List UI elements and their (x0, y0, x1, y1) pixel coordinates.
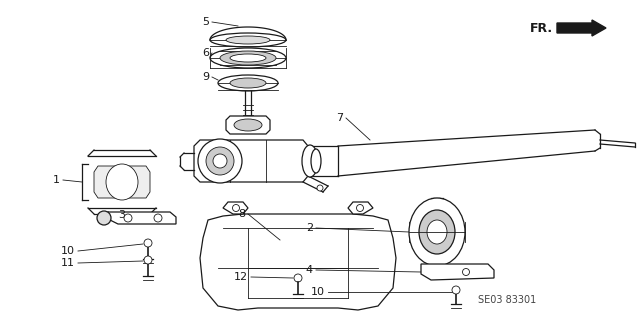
Circle shape (97, 211, 111, 225)
Ellipse shape (234, 119, 262, 131)
Circle shape (356, 204, 364, 211)
Polygon shape (108, 212, 176, 224)
Text: 10: 10 (61, 246, 75, 256)
Ellipse shape (206, 147, 234, 175)
Text: 10: 10 (311, 287, 325, 297)
Ellipse shape (409, 198, 465, 266)
Text: 3: 3 (118, 210, 125, 220)
Polygon shape (348, 202, 373, 214)
FancyArrow shape (557, 20, 606, 36)
Text: 5: 5 (202, 17, 209, 27)
Text: 1: 1 (53, 175, 60, 185)
Text: 7: 7 (336, 113, 343, 123)
Ellipse shape (427, 220, 447, 244)
Circle shape (232, 204, 239, 211)
Ellipse shape (226, 36, 270, 44)
Text: 6: 6 (202, 48, 209, 58)
Text: 8: 8 (238, 209, 245, 219)
Ellipse shape (230, 78, 266, 88)
Ellipse shape (198, 139, 242, 183)
Ellipse shape (106, 164, 138, 200)
Ellipse shape (210, 33, 286, 47)
Text: 11: 11 (61, 258, 75, 268)
Polygon shape (226, 116, 270, 134)
Circle shape (144, 239, 152, 247)
Ellipse shape (419, 210, 455, 254)
Circle shape (317, 185, 323, 191)
Ellipse shape (218, 75, 278, 91)
Circle shape (154, 214, 162, 222)
Text: 2: 2 (306, 223, 313, 233)
Ellipse shape (302, 145, 318, 177)
Circle shape (452, 286, 460, 294)
Polygon shape (223, 202, 248, 214)
Ellipse shape (213, 154, 227, 168)
Circle shape (124, 214, 132, 222)
Text: 12: 12 (234, 272, 248, 282)
Ellipse shape (210, 48, 286, 68)
Polygon shape (194, 140, 308, 182)
Text: 4: 4 (306, 265, 313, 275)
Ellipse shape (230, 54, 266, 62)
Text: FR.: FR. (530, 21, 553, 34)
Polygon shape (421, 264, 494, 280)
Circle shape (144, 256, 152, 264)
Text: SE03 83301: SE03 83301 (478, 295, 536, 305)
Polygon shape (94, 166, 150, 198)
Text: 9: 9 (202, 72, 209, 82)
Ellipse shape (311, 149, 321, 173)
Circle shape (463, 269, 470, 276)
Ellipse shape (220, 51, 276, 65)
Circle shape (294, 274, 302, 282)
Polygon shape (200, 214, 396, 310)
